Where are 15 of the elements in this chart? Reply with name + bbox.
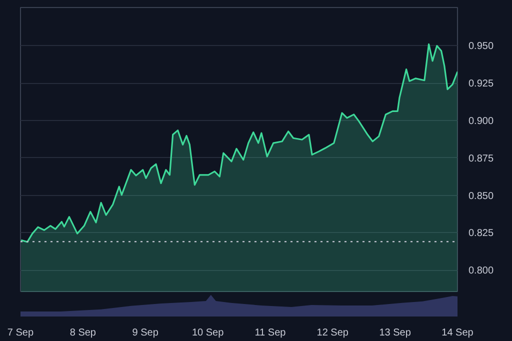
y-tick-label: 0.950 xyxy=(468,41,494,52)
x-tick-label: 9 Sep xyxy=(132,328,159,338)
x-tick-label: 10 Sep xyxy=(192,328,224,338)
x-tick-label: 8 Sep xyxy=(70,328,96,338)
y-tick-label: 0.850 xyxy=(468,190,494,202)
y-tick-label: 0.800 xyxy=(468,266,494,277)
x-tick-label: 13 Sep xyxy=(379,328,412,338)
x-tick-label: 12 Sep xyxy=(316,328,349,338)
y-tick-label: 0.900 xyxy=(468,116,494,127)
y-tick-label: 0.875 xyxy=(468,153,494,164)
y-tick-label: 0.925 xyxy=(468,78,494,90)
y-tick-label: 0.825 xyxy=(468,228,494,240)
x-tick-label: 14 Sep xyxy=(442,328,474,338)
x-tick-label: 11 Sep xyxy=(254,328,286,338)
x-tick-label: 7 Sep xyxy=(7,328,34,338)
